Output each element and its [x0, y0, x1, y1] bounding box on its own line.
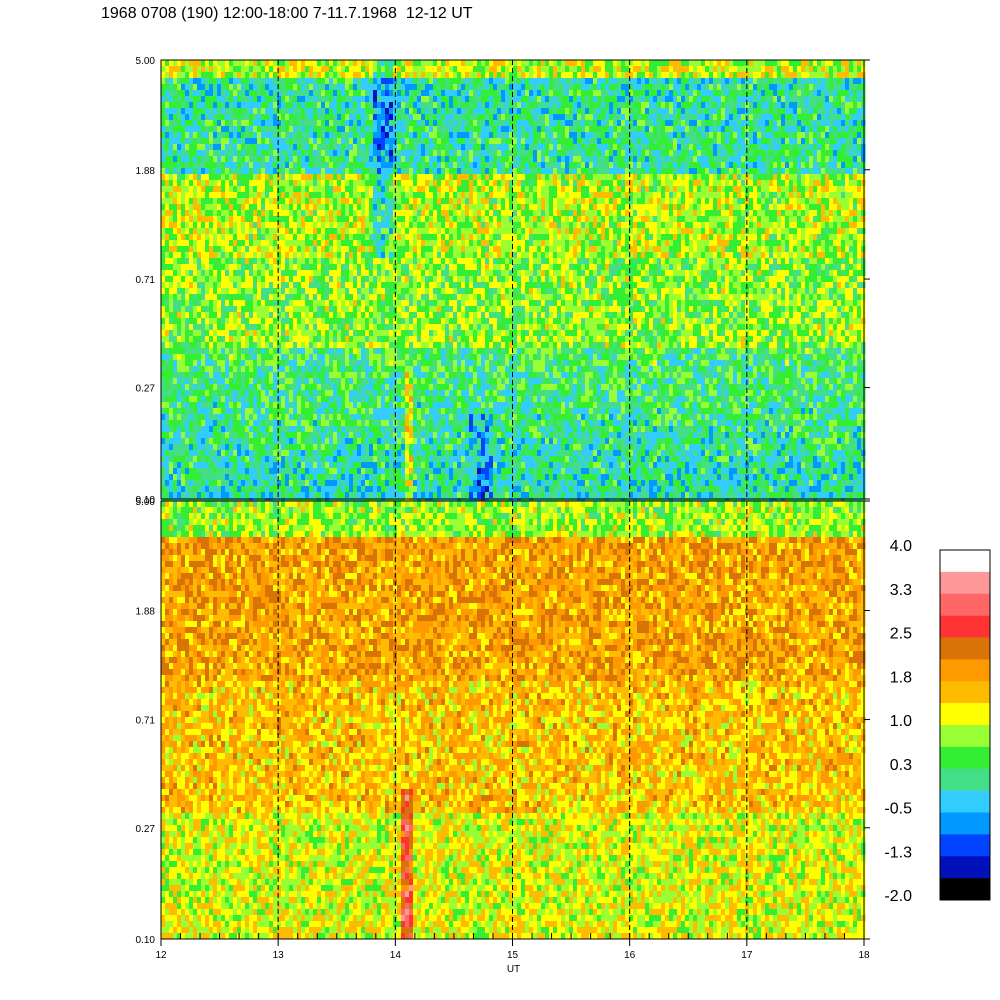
- colorbar-swatch: [940, 813, 990, 835]
- y-tick-label: 1.88: [136, 166, 156, 177]
- x-axis-label: UT: [507, 964, 520, 975]
- colorbar-swatch: [940, 594, 990, 616]
- y-tick-label: 0.27: [136, 824, 156, 835]
- colorbar-swatch: [940, 659, 990, 681]
- x-tick-label: 18: [858, 950, 870, 961]
- x-tick-label: 14: [390, 950, 402, 961]
- colorbar-swatch: [940, 725, 990, 747]
- x-tick-label: 13: [273, 950, 285, 961]
- colorbar-swatch: [940, 769, 990, 791]
- y-tick-label: 0.71: [136, 275, 156, 286]
- y-tick-label: 1.88: [136, 607, 156, 618]
- y-tick-label: 0.10: [136, 935, 156, 946]
- colorbar-swatch: [940, 834, 990, 856]
- x-tick-label: 15: [507, 950, 519, 961]
- colorbar-label: 4.0: [890, 538, 912, 555]
- colorbar-label: 1.8: [890, 669, 912, 686]
- colorbar-swatch: [940, 856, 990, 878]
- colorbar-swatch: [940, 791, 990, 813]
- colorbar-label: -0.5: [884, 801, 912, 818]
- spectrogram-panel-lower: [161, 501, 866, 940]
- colorbar-swatch: [940, 572, 990, 594]
- x-tick-label: 16: [624, 950, 636, 961]
- y-tick-label: 5.00: [136, 56, 156, 67]
- colorbar-label: -1.3: [884, 844, 912, 861]
- colorbar-swatch: [940, 681, 990, 703]
- colorbar-label: -2.0: [884, 888, 912, 905]
- colorbar-swatch: [940, 616, 990, 638]
- colorbar-label: 0.3: [890, 757, 912, 774]
- colorbar-swatch: [940, 550, 990, 572]
- x-tick-label: 12: [155, 950, 167, 961]
- y-tick-label: 0.27: [136, 384, 156, 395]
- colorbar-swatch: [940, 638, 990, 660]
- colorbar-swatch: [940, 747, 990, 769]
- x-tick-label: 17: [741, 950, 753, 961]
- y-tick-label: 5.00: [136, 497, 156, 508]
- colorbar-swatch: [940, 703, 990, 725]
- colorbar-swatch: [940, 878, 990, 900]
- spectrogram-panel-upper: [161, 60, 866, 505]
- colorbar-label: 3.3: [890, 582, 912, 599]
- colorbar-label: 2.5: [890, 626, 912, 643]
- y-tick-label: 0.71: [136, 716, 156, 727]
- colorbar-label: 1.0: [890, 713, 912, 730]
